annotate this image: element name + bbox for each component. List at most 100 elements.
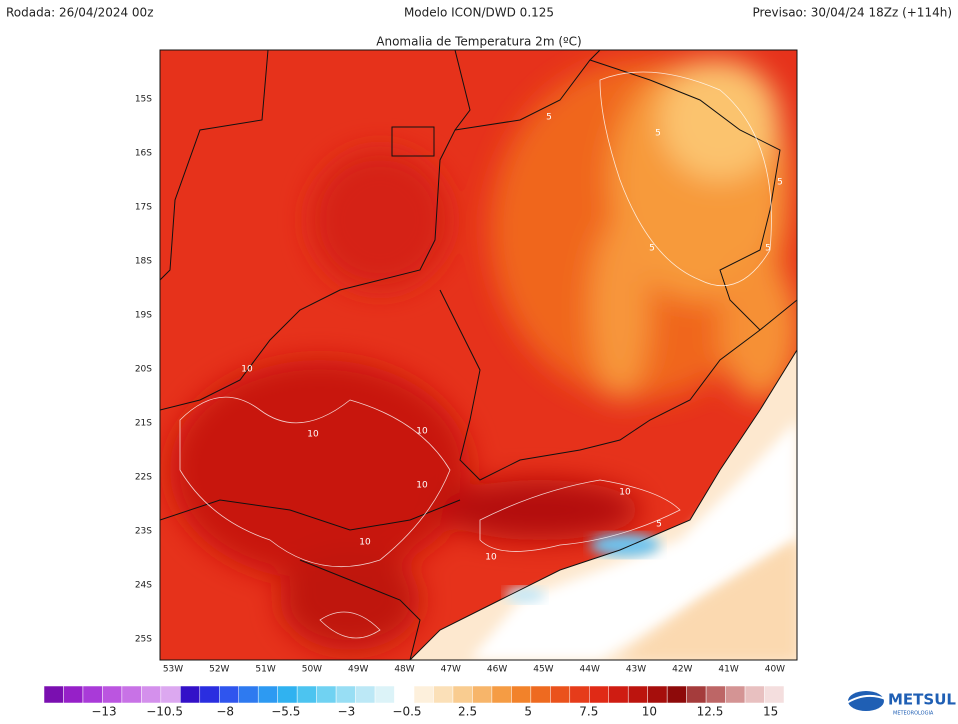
contour-label: 5 [656,520,662,530]
colorbar-swatch [608,685,629,704]
colorbar-swatch [316,685,337,704]
colorbar-swatch [530,685,551,704]
lat-labels: 15S 16S 17S 18S 19S 20S 21S 22S 23S 24S 25S [135,95,152,645]
lat-label: 25S [135,635,152,645]
lon-labels: 53W 52W 51W 50W 49W 48W 47W 46W 45W 44W 43W 42W 41W 4… [163,665,785,675]
lat-label: 20S [135,365,152,375]
lon-label: 51W [255,665,275,675]
lon-label: 45W [533,665,553,675]
colorbar-label: −3 [338,705,356,719]
colorbar-label: −10.5 [146,705,183,719]
lon-label: 53W [163,665,183,675]
lon-label: 48W [394,665,414,675]
lat-label: 23S [135,527,152,537]
lat-label: 15S [135,95,152,105]
contour-label: 10 [416,481,428,491]
contour-label: 10 [416,427,428,437]
colorbar-swatch [296,685,317,704]
colorbar-swatch [472,685,493,704]
contour-label: 10 [619,488,631,498]
contour-label: 5 [765,244,771,254]
colorbar-swatch [335,685,356,704]
colorbar-swatch [550,685,571,704]
colorbar-label: −8 [216,705,234,719]
colorbar-swatch [589,685,609,704]
lon-label: 43W [626,665,646,675]
lat-label: 18S [135,257,152,267]
colorbar-swatch [141,685,162,704]
colorbar-label: 12.5 [697,705,724,719]
forecast-label: Previsao: 30/04/24 18Zz (+114h) [752,6,952,20]
colorbar-swatch [725,685,746,704]
colorbar-swatch [121,685,142,704]
contour-label: 5 [777,178,783,188]
lat-label: 22S [135,473,152,483]
colorbar-swatch [744,685,765,704]
contour-label: 10 [241,365,253,375]
colorbar-label: 2.5 [458,705,477,719]
lon-label: 49W [348,665,368,675]
colorbar-swatch [102,685,123,704]
colorbar-swatch [705,685,726,704]
colorbar-label: 5 [524,705,532,719]
colorbar-swatch [394,685,415,704]
logo-tagline: METEOROLOGIA [893,711,934,717]
lon-label: 42W [672,665,692,675]
logo: METSUL METEOROLOGIA [844,691,956,717]
contour-label: 5 [655,129,661,139]
logo-name: METSUL [888,691,956,709]
colorbar-swatch [63,685,84,704]
colorbar-swatch [433,685,454,704]
colorbar-label: 15 [763,705,778,719]
colorbar-swatch [82,685,103,704]
colorbar-swatch [569,685,590,704]
lat-label: 24S [135,581,152,591]
map-field [160,50,797,660]
colorbar-swatch [238,685,259,704]
colorbar-swatch [627,685,648,704]
model-label: Modelo ICON/DWD 0.125 [404,6,554,20]
lat-label: 17S [135,203,152,213]
colorbar-swatch [160,685,181,704]
colorbar-swatch [666,685,687,704]
lon-label: 52W [209,665,229,675]
colorbar-swatch [219,685,239,704]
colorbar-swatch [452,685,473,704]
lon-label: 46W [487,665,507,675]
colorbar-swatch [413,685,434,704]
colorbar-swatch [511,685,532,704]
colorbar-label: 10 [642,705,657,719]
colorbar-swatch [355,685,376,704]
colorbar: −13 −10.5 −8 −5.5 −3 −0.5 2.5 5 7.5 10 12.5 15 [43,685,785,719]
lon-label: 40W [765,665,785,675]
colorbar-swatch [199,685,220,704]
lon-label: 41W [718,665,738,675]
contour-label: 10 [485,553,497,563]
colorbar-swatch [764,685,785,704]
contour-label: 5 [546,113,552,123]
contour-label: 10 [307,430,319,440]
colorbar-swatch [491,685,512,704]
map-frame [159,49,798,661]
lat-label: 21S [135,419,152,429]
colorbar-swatch [686,685,707,704]
colorbar-swatch [374,685,395,704]
contour-label: 10 [359,538,371,548]
colorbar-label: 7.5 [579,705,598,719]
colorbar-swatch [257,685,278,704]
colorbar-label: −0.5 [392,705,421,719]
colorbar-swatch [277,685,298,704]
lat-label: 16S [135,149,152,159]
contour-label: 5 [649,244,655,254]
lon-label: 47W [441,665,461,675]
run-label: Rodada: 26/04/2024 00z [6,6,154,20]
lat-label: 19S [135,311,152,321]
colorbar-swatch [180,685,201,704]
lon-label: 44W [580,665,600,675]
colorbar-label: −5.5 [271,705,300,719]
map-title: Anomalia de Temperatura 2m (ºC) [376,35,581,49]
contour-labels: 5 5 5 5 5 10 10 10 10 10 10 10 5 [241,113,783,563]
colorbar-swatch [647,685,668,704]
lon-label: 50W [302,665,322,675]
